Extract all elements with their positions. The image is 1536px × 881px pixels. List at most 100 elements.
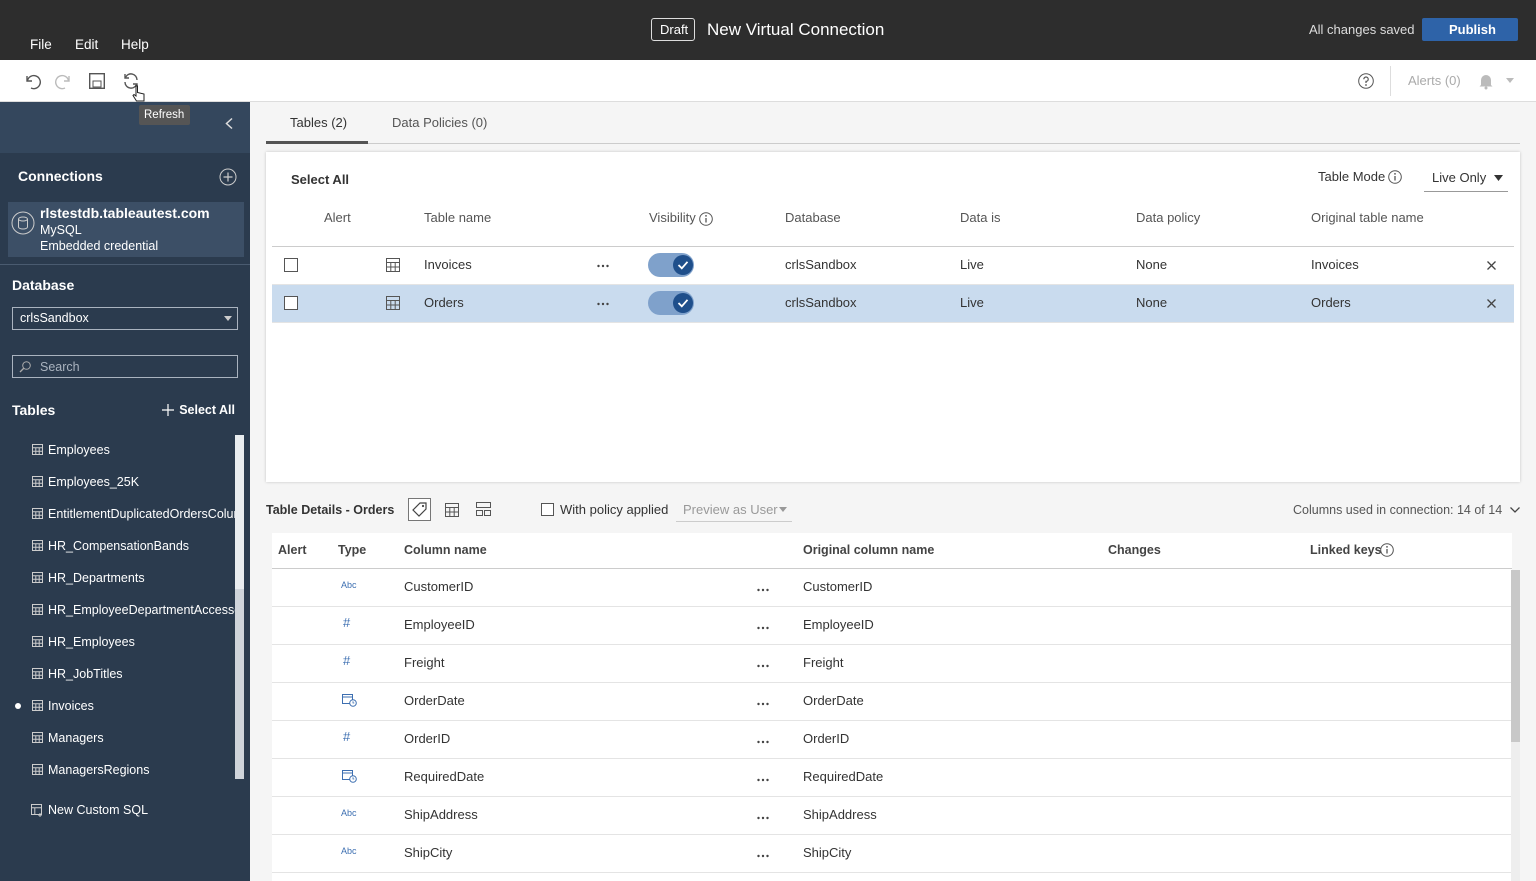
database-select[interactable]	[12, 307, 238, 330]
database-icon	[11, 211, 35, 235]
table-list-item[interactable]: HR_Employees	[0, 435, 237, 649]
publish-text[interactable]: Publish	[1449, 22, 1496, 37]
connection-type: MySQL	[40, 223, 82, 237]
table-list-item[interactable]: Employees	[0, 435, 237, 457]
preview-select[interactable]: Preview as User	[683, 502, 778, 517]
table-list-item[interactable]: HR_Departments	[0, 435, 237, 585]
table-row[interactable]	[272, 285, 1514, 323]
table-name[interactable]: ManagersRegions	[48, 763, 150, 777]
column-row[interactable]	[272, 683, 1512, 721]
header-rule	[272, 246, 1514, 247]
policy-label[interactable]: With policy applied	[560, 502, 669, 517]
visibility-toggle[interactable]	[648, 290, 694, 316]
original-column-name: Freight	[803, 655, 844, 670]
sidebar-scroll-thumb	[235, 435, 244, 589]
table-icon	[32, 700, 43, 711]
plus-icon[interactable]	[162, 404, 174, 416]
original-column-name: OrderID	[803, 731, 850, 746]
visibility-toggle[interactable]	[648, 252, 694, 278]
select-all-tables[interactable]: Select All	[179, 403, 235, 417]
details-header-rule	[272, 568, 1512, 569]
table-name[interactable]: Employees_25K	[48, 475, 140, 489]
policy-checkbox[interactable]	[541, 503, 554, 516]
column-row[interactable]	[272, 759, 1512, 797]
table-name[interactable]: EntitlementDuplicatedOrdersColumns	[48, 507, 237, 521]
schema-icon[interactable]	[476, 502, 491, 516]
help-button[interactable]	[1358, 73, 1374, 89]
table-name[interactable]: Invoices	[48, 699, 94, 713]
table-name[interactable]: HR_EmployeeDepartmentAccesses	[48, 603, 237, 617]
column-name: Freight	[404, 655, 445, 670]
top-bar	[0, 0, 1536, 60]
column-row[interactable]	[272, 835, 1512, 873]
tab[interactable]: Tables (2)	[290, 115, 348, 130]
table-list-item[interactable]: HR_EmployeeDepartmentAccesses	[0, 435, 237, 617]
column-name: EmployeeID	[404, 617, 475, 632]
column-header: Data is	[960, 210, 1001, 225]
column-row[interactable]	[272, 797, 1512, 835]
column-row[interactable]	[272, 645, 1512, 683]
expand-chevron[interactable]	[1510, 507, 1520, 513]
table-icon	[32, 604, 43, 615]
more-button[interactable]	[597, 264, 609, 268]
column-header: Data policy	[1136, 210, 1201, 225]
column-row[interactable]	[272, 607, 1512, 645]
search-placeholder[interactable]: Search	[40, 360, 80, 374]
table-name[interactable]: HR_Employees	[48, 635, 135, 649]
table-list-item[interactable]: ManagersRegions	[0, 435, 237, 777]
more-button[interactable]	[757, 664, 769, 668]
alerts-button[interactable]: Alerts (0)	[1408, 73, 1461, 88]
table-name[interactable]: HR_CompensationBands	[48, 539, 190, 553]
search-box[interactable]	[12, 355, 238, 378]
remove-button[interactable]	[1487, 299, 1496, 308]
table-list-item[interactable]: HR_CompensationBands	[0, 435, 237, 553]
more-button[interactable]	[757, 854, 769, 858]
tag-icon[interactable]	[412, 502, 427, 517]
column-row[interactable]	[272, 569, 1512, 607]
more-button[interactable]	[597, 302, 609, 306]
table-name[interactable]: Managers	[48, 731, 104, 745]
more-button[interactable]	[757, 778, 769, 782]
custom-sql[interactable]: New Custom SQL	[48, 803, 149, 817]
database-value[interactable]: crlsSandbox	[20, 311, 89, 325]
table-list-item[interactable]: Managers	[0, 435, 237, 745]
collapse-button[interactable]	[225, 117, 233, 130]
table-cell: None	[1136, 257, 1168, 272]
type-icon: Abc	[341, 846, 357, 856]
view-toggle-selected[interactable]	[408, 498, 431, 521]
table-list-item[interactable]: EntitlementDuplicatedOrdersColumns	[0, 435, 237, 521]
more-button[interactable]	[757, 740, 769, 744]
columns-used: Columns used in connection: 14 of 14	[1293, 503, 1503, 517]
menu-item[interactable]: Help	[121, 37, 149, 52]
row-checkbox[interactable]	[284, 258, 298, 272]
table-list-item[interactable]: Employees_25K	[0, 435, 237, 489]
redo-button[interactable]	[55, 72, 73, 90]
original-column-name: CustomerID	[803, 579, 873, 594]
add-connection[interactable]	[219, 168, 237, 186]
more-button[interactable]	[757, 626, 769, 630]
publish-button[interactable]	[1422, 18, 1518, 41]
table-row[interactable]	[272, 247, 1514, 285]
more-button[interactable]	[757, 588, 769, 592]
column-row[interactable]	[272, 721, 1512, 759]
table-list-item[interactable]: Invoices	[0, 435, 237, 713]
more-button[interactable]	[757, 816, 769, 820]
column-header: Column name	[404, 543, 487, 557]
table-name[interactable]: Employees	[48, 443, 110, 457]
menu-item[interactable]: File	[30, 37, 52, 52]
connection-card[interactable]	[8, 202, 244, 257]
more-button[interactable]	[757, 702, 769, 706]
remove-button[interactable]	[1487, 261, 1496, 270]
table-name[interactable]: HR_Departments	[48, 571, 145, 585]
tab[interactable]: Data Policies (0)	[392, 115, 488, 130]
undo-button[interactable]	[23, 72, 41, 90]
table-name[interactable]: HR_JobTitles	[48, 667, 123, 681]
select-all[interactable]: Select All	[291, 172, 350, 187]
table-mode-select[interactable]: Live Only	[1432, 170, 1487, 185]
table-icon	[32, 476, 43, 487]
column-name: RequiredDate	[404, 769, 485, 784]
save-button[interactable]	[88, 72, 106, 90]
menu-item[interactable]: Edit	[75, 37, 99, 52]
table-list-item[interactable]: HR_JobTitles	[0, 435, 237, 681]
row-checkbox[interactable]	[284, 296, 298, 310]
